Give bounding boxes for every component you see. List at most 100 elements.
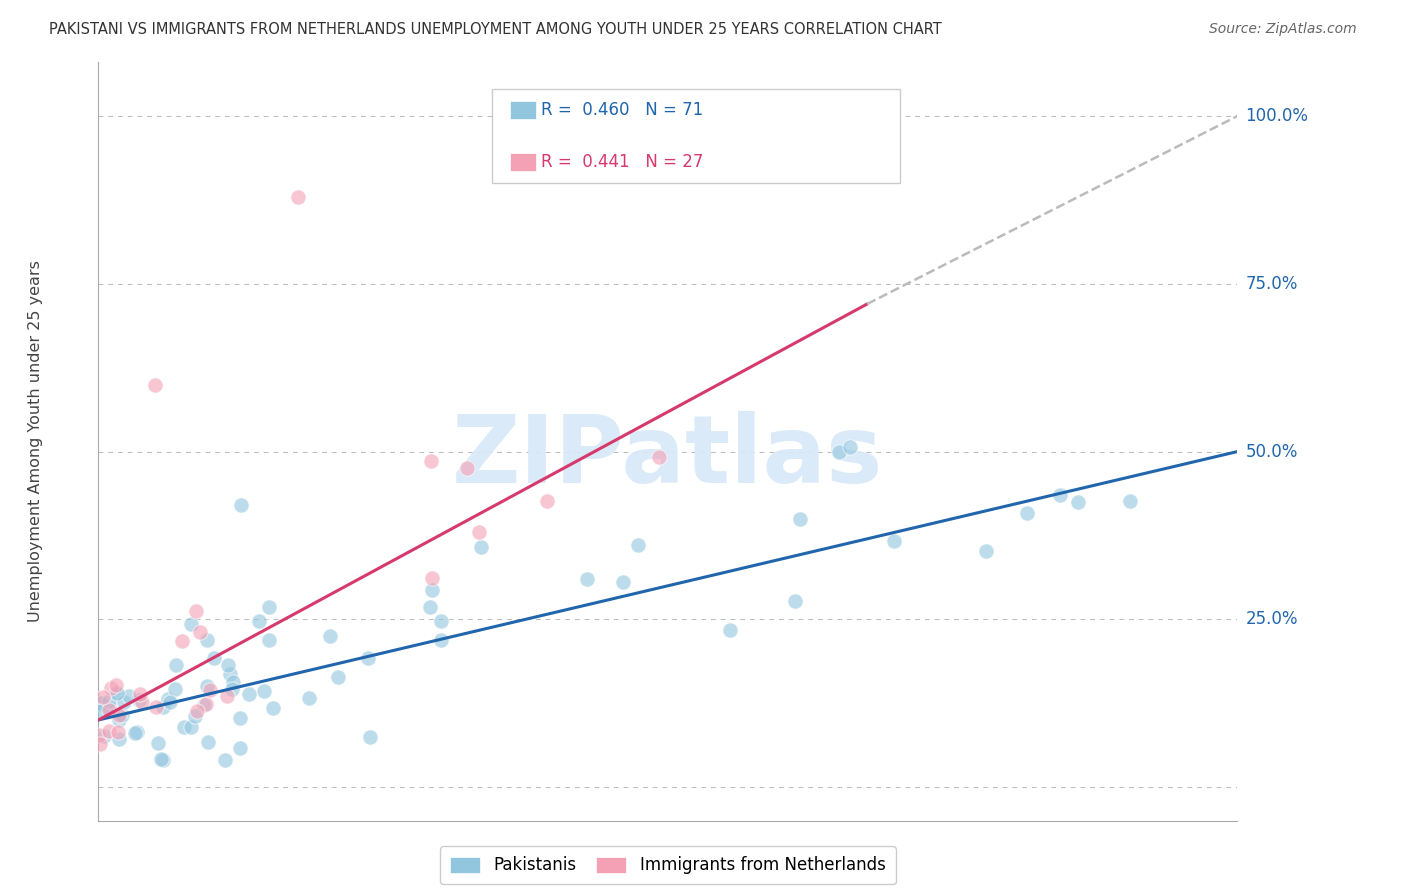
Point <box>195 679 218 693</box>
Point <box>87 728 110 742</box>
Point <box>89 697 111 711</box>
Point <box>129 688 152 702</box>
Point <box>648 450 671 465</box>
Point <box>98 701 121 715</box>
Point <box>195 697 218 711</box>
Point <box>195 633 218 648</box>
Point <box>98 724 121 739</box>
Point <box>184 708 207 723</box>
Point <box>217 658 239 673</box>
Point <box>976 544 998 558</box>
Text: ZIPatlas: ZIPatlas <box>453 410 883 503</box>
Point <box>328 670 350 684</box>
Point <box>90 696 112 710</box>
Point <box>785 593 807 607</box>
Point <box>1067 495 1090 509</box>
Point <box>228 711 250 725</box>
Point <box>252 683 274 698</box>
Point <box>108 713 131 727</box>
Point <box>118 689 141 703</box>
Point <box>612 574 634 589</box>
Point <box>93 730 115 744</box>
Point <box>159 695 181 709</box>
Point <box>146 736 169 750</box>
Point <box>104 678 127 692</box>
Point <box>221 675 243 690</box>
Point <box>180 720 202 734</box>
Point <box>165 658 187 673</box>
Point <box>197 735 219 749</box>
Point <box>420 454 443 468</box>
Point <box>152 753 174 767</box>
Point <box>180 617 202 632</box>
Point <box>90 704 112 718</box>
Point <box>828 444 851 458</box>
Point <box>145 700 167 714</box>
Point <box>238 687 260 701</box>
Point <box>357 651 380 665</box>
Point <box>127 725 149 739</box>
Point <box>789 512 811 526</box>
Text: 100.0%: 100.0% <box>1246 107 1309 125</box>
Point <box>97 694 120 708</box>
Point <box>93 690 115 705</box>
Point <box>229 740 252 755</box>
Point <box>124 726 146 740</box>
Text: R =  0.441   N = 27: R = 0.441 N = 27 <box>541 153 703 171</box>
Point <box>193 698 215 712</box>
Point <box>107 732 129 747</box>
Point <box>420 570 443 584</box>
Point <box>229 498 252 512</box>
Point <box>430 614 453 628</box>
Point <box>108 708 131 723</box>
Point <box>215 689 238 703</box>
Point <box>152 700 174 714</box>
Point <box>107 725 129 739</box>
Point <box>468 524 491 539</box>
Text: R =  0.460   N = 71: R = 0.460 N = 71 <box>541 101 703 119</box>
Point <box>107 687 129 701</box>
Point <box>173 720 195 734</box>
Point <box>202 651 225 665</box>
Point <box>1049 488 1071 502</box>
Point <box>456 460 478 475</box>
Text: Unemployment Among Youth under 25 years: Unemployment Among Youth under 25 years <box>28 260 44 623</box>
Point <box>257 633 280 648</box>
Text: 75.0%: 75.0% <box>1246 275 1298 293</box>
Text: Source: ZipAtlas.com: Source: ZipAtlas.com <box>1209 22 1357 37</box>
Point <box>883 533 905 548</box>
Point <box>128 693 150 707</box>
Text: 25.0%: 25.0% <box>1246 610 1298 628</box>
Point <box>214 753 236 767</box>
Point <box>419 599 441 614</box>
Point <box>1015 507 1038 521</box>
Point <box>163 682 186 697</box>
Point <box>156 692 179 706</box>
Point <box>105 686 128 700</box>
Legend: Pakistanis, Immigrants from Netherlands: Pakistanis, Immigrants from Netherlands <box>440 847 896 884</box>
Point <box>318 629 340 643</box>
Point <box>575 572 598 586</box>
Point <box>298 690 321 705</box>
Point <box>287 189 309 203</box>
Point <box>838 440 860 454</box>
Point <box>247 614 270 628</box>
Point <box>98 703 121 717</box>
Point <box>112 695 135 709</box>
Point <box>131 695 153 709</box>
Text: PAKISTANI VS IMMIGRANTS FROM NETHERLANDS UNEMPLOYMENT AMONG YOUTH UNDER 25 YEARS: PAKISTANI VS IMMIGRANTS FROM NETHERLANDS… <box>49 22 942 37</box>
Point <box>145 377 167 392</box>
Point <box>219 667 242 681</box>
Text: 50.0%: 50.0% <box>1246 442 1298 460</box>
Point <box>257 599 280 614</box>
Point <box>100 681 122 696</box>
Point <box>184 604 207 618</box>
Point <box>720 623 742 637</box>
Point <box>429 633 451 648</box>
Point <box>150 752 173 766</box>
Point <box>89 738 111 752</box>
Point <box>536 493 558 508</box>
Point <box>200 683 222 698</box>
Point <box>359 730 381 744</box>
Point <box>627 538 650 552</box>
